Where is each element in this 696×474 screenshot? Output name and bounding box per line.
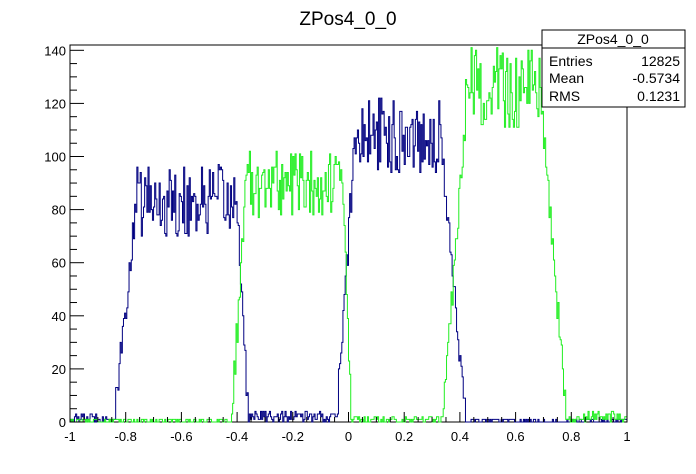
x-tick-label: 0.4 <box>451 429 469 444</box>
y-tick-label: 140 <box>44 43 66 58</box>
y-tick-label: 80 <box>52 203 66 218</box>
y-tick-label: 20 <box>52 362 66 377</box>
histogram-series-blue <box>69 97 627 423</box>
y-axis: 0 20 40 60 80 100 120 140 <box>44 43 84 430</box>
stats-mean-label: Mean <box>549 70 584 86</box>
y-tick-label: 60 <box>52 256 66 271</box>
x-tick-label: 0.6 <box>507 429 525 444</box>
stats-box: ZPos4_0_0 Entries 12825 Mean -0.5734 RMS… <box>541 29 686 108</box>
x-tick-label: 0 <box>345 429 352 444</box>
x-tick-label: -1 <box>64 429 76 444</box>
stats-title: ZPos4_0_0 <box>577 31 649 47</box>
stats-mean-value: -0.5734 <box>633 70 681 86</box>
stats-rms-value: 0.1231 <box>637 88 680 104</box>
y-tick-label: 0 <box>59 415 66 430</box>
stats-rms-label: RMS <box>549 88 580 104</box>
x-tick-label: -0.6 <box>170 429 192 444</box>
chart-title: ZPos4_0_0 <box>299 9 396 30</box>
y-tick-label: 100 <box>44 150 66 165</box>
stats-entries-value: 12825 <box>641 53 680 69</box>
series-layer <box>69 47 627 423</box>
stats-box-frame <box>541 29 686 108</box>
stats-entries-label: Entries <box>549 53 593 69</box>
plot-area: -1 -0.8 -0.6 -0.4 -0.2 0 0.2 0.4 0.6 0.8 1 0 20 40 60… <box>44 43 630 444</box>
x-axis: -1 -0.8 -0.6 -0.4 -0.2 0 0.2 0.4 0.6 0.8 1 <box>64 412 631 444</box>
histogram-series-green <box>69 47 627 423</box>
x-tick-label: 0.8 <box>562 429 580 444</box>
x-tick-label: -0.8 <box>114 429 136 444</box>
x-tick-label: 0.2 <box>395 429 413 444</box>
x-tick-label: -0.2 <box>282 429 304 444</box>
y-tick-label: 40 <box>52 309 66 324</box>
x-tick-label: 1 <box>623 429 630 444</box>
y-tick-label: 120 <box>44 96 66 111</box>
x-tick-label: -0.4 <box>226 429 248 444</box>
